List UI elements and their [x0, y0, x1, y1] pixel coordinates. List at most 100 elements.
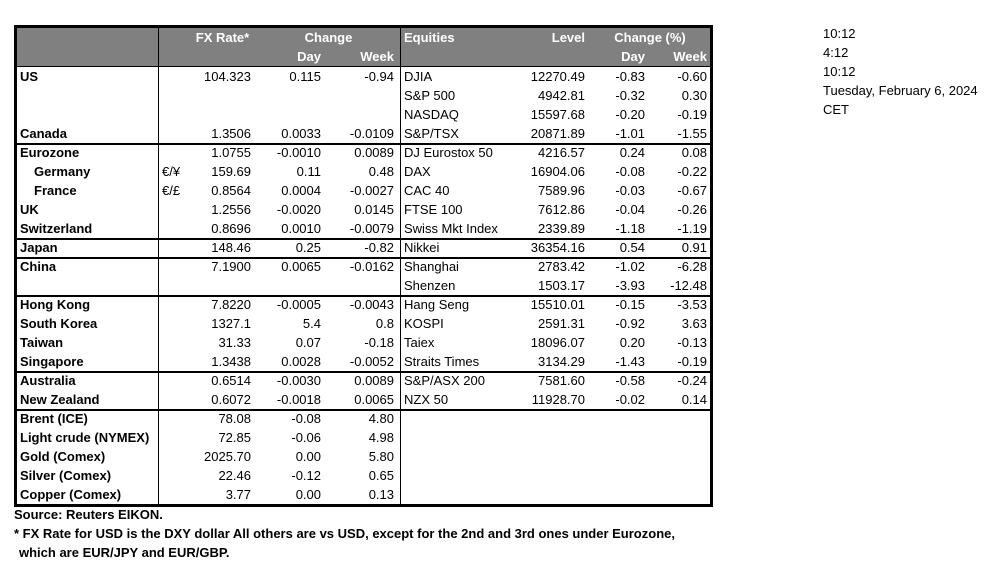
fx-name-cell: Silver (Comex) — [20, 468, 112, 483]
equity-week-change-cell: 0.30 — [681, 88, 707, 103]
fx-pair-symbol-cell — [158, 390, 188, 409]
equity-name-cell: Nikkei — [400, 240, 510, 257]
equity-week-change-cell — [650, 411, 710, 428]
equity-level-cell — [510, 485, 590, 504]
fx-rate-cell — [188, 105, 257, 124]
equity-level-cell: 2591.31 — [538, 316, 585, 331]
equity-name-cell: DJIA — [400, 67, 510, 86]
table-row: UK 1.2556 -0.0020 0.0145 FTSE 100 7612.86 -0.0… — [17, 200, 710, 219]
equity-week-change-cell: -0.19 — [677, 354, 707, 369]
fx-rate-cell: 2025.70 — [204, 449, 251, 464]
fx-week-change-cell: -0.0162 — [349, 259, 394, 274]
equity-name-cell: CAC 40 — [400, 181, 510, 200]
table-row: S&P 500 4942.81 -0.32 0.30 — [17, 86, 710, 105]
equity-day-change-cell — [590, 428, 650, 447]
fx-name-cell: France — [34, 183, 77, 198]
header-level: Level — [551, 30, 585, 45]
equity-week-change-cell — [650, 466, 710, 485]
table-row: Taiwan 31.33 0.07 -0.18 Taiex 18096.07 0.20 -0.… — [17, 333, 710, 352]
equity-week-change-cell: -6.28 — [677, 259, 707, 274]
fx-name-cell: Canada — [20, 126, 67, 141]
fx-day-change-cell: 0.07 — [295, 335, 321, 350]
fx-pair-symbol-cell — [158, 124, 188, 143]
equity-week-change-cell: 0.08 — [681, 145, 707, 160]
equity-name-cell: Shanghai — [400, 259, 510, 276]
fx-week-change-cell: 0.0089 — [354, 145, 394, 160]
fx-name-cell: Australia — [20, 373, 76, 388]
equity-week-change-cell: -0.19 — [677, 107, 707, 122]
equity-day-change-cell: -1.01 — [615, 126, 645, 141]
header-blank-level-cell — [510, 48, 590, 66]
equity-level-cell: 7581.60 — [538, 373, 585, 388]
equity-level-cell — [510, 447, 590, 466]
table-row: Gold (Comex) 2025.70 0.00 5.80 — [17, 447, 710, 466]
fx-pair-symbol-cell — [158, 352, 188, 371]
fx-day-change-cell: 0.0004 — [281, 183, 321, 198]
equity-week-change-cell: -12.48 — [670, 278, 707, 293]
table-row: Light crude (NYMEX) 72.85 -0.06 4.98 — [17, 428, 710, 447]
fx-week-change-cell: -0.18 — [364, 335, 394, 350]
fx-name-cell: Hong Kong — [20, 297, 91, 312]
equity-day-change-cell: -0.58 — [615, 373, 645, 388]
fx-pair-symbol-cell — [158, 105, 188, 124]
equity-day-change-cell — [590, 447, 650, 466]
fx-name-cell — [17, 105, 158, 124]
fx-pair-symbol-cell — [158, 86, 188, 105]
fx-name-cell: Eurozone — [20, 145, 80, 160]
header-blank-symbol-cell — [158, 48, 188, 66]
table-row: Singapore 1.3438 0.0028 -0.0052 Straits Time… — [17, 352, 710, 371]
table-row: Germany €/¥ 159.69 0.11 0.48 DAX 16904.06 -0.08… — [17, 162, 710, 181]
equity-day-change-cell — [590, 485, 650, 504]
fx-rate-cell: 0.6514 — [211, 373, 251, 388]
timestamp-line: 4:12 — [823, 45, 849, 60]
equity-day-change-cell: -0.04 — [615, 202, 645, 217]
equity-day-change-cell: -3.93 — [615, 278, 645, 293]
header-fx-week: Week — [360, 49, 394, 64]
equity-name-cell: DJ Eurostox 50 — [400, 145, 510, 162]
table-row: Eurozone 1.0755 -0.0010 0.0089 DJ Eurostox 5… — [17, 143, 710, 162]
equity-day-change-cell: -1.18 — [615, 221, 645, 236]
fx-name-cell — [17, 86, 158, 105]
fx-pair-symbol-cell — [158, 276, 188, 295]
equity-level-cell: 15597.68 — [530, 107, 585, 122]
fx-pair-symbol-cell: €/£ — [158, 181, 188, 200]
fx-name-cell: Switzerland — [20, 221, 93, 236]
header-blank-cell — [17, 28, 158, 48]
equity-week-change-cell: -3.53 — [677, 297, 707, 312]
equity-level-cell: 20871.89 — [530, 126, 585, 141]
equity-level-cell: 4942.81 — [538, 88, 585, 103]
equity-day-change-cell: -0.02 — [615, 392, 645, 407]
timestamp-line: Tuesday, February 6, 2024 — [823, 83, 978, 98]
fx-day-change-cell: -0.0020 — [276, 202, 321, 217]
equity-level-cell — [510, 466, 590, 485]
equity-week-change-cell: -1.19 — [677, 221, 707, 236]
fx-day-change-cell: 0.0010 — [281, 221, 321, 236]
equity-level-cell: 7589.96 — [538, 183, 585, 198]
table-row: Canada 1.3506 0.0033 -0.0109 S&P/TSX 20871.89… — [17, 124, 710, 143]
fx-week-change-cell: -0.0109 — [349, 126, 394, 141]
fx-name-cell: Gold (Comex) — [20, 449, 106, 464]
equity-name-cell: FTSE 100 — [400, 200, 510, 219]
fx-day-change-cell: 5.4 — [302, 316, 321, 331]
fx-pair-symbol-cell — [158, 373, 188, 390]
fx-rate-cell — [188, 86, 257, 105]
fx-week-change-cell: -0.82 — [364, 240, 394, 255]
fx-week-change-cell: 4.80 — [368, 411, 394, 426]
table-row: Australia 0.6514 -0.0030 0.0089 S&P/ASX 200 7… — [17, 371, 710, 390]
header-blank-eqname-cell — [400, 48, 510, 66]
fx-rate-cell: 1.2556 — [211, 202, 251, 217]
fx-week-change-cell: 0.0089 — [354, 373, 394, 388]
equity-name-cell — [400, 485, 510, 504]
fx-rate-cell: 7.1900 — [211, 259, 251, 274]
fx-rate-cell: 72.85 — [218, 430, 251, 445]
fx-pair-symbol-cell — [158, 200, 188, 219]
fx-name-cell: US — [20, 69, 39, 84]
header-blank-rate-cell — [188, 48, 257, 66]
table-header-row-2: Day Week Day Week — [17, 48, 710, 66]
equity-name-cell — [400, 411, 510, 428]
fx-pair-symbol-cell — [158, 145, 188, 162]
fx-week-change-cell: 0.65 — [368, 468, 394, 483]
table-rows: US 104.323 0.115 -0.94 DJIA 12270.49 -0.83 -0.6… — [17, 67, 710, 504]
fx-rate-cell: 104.323 — [204, 69, 251, 84]
equity-level-cell: 4216.57 — [538, 145, 585, 160]
